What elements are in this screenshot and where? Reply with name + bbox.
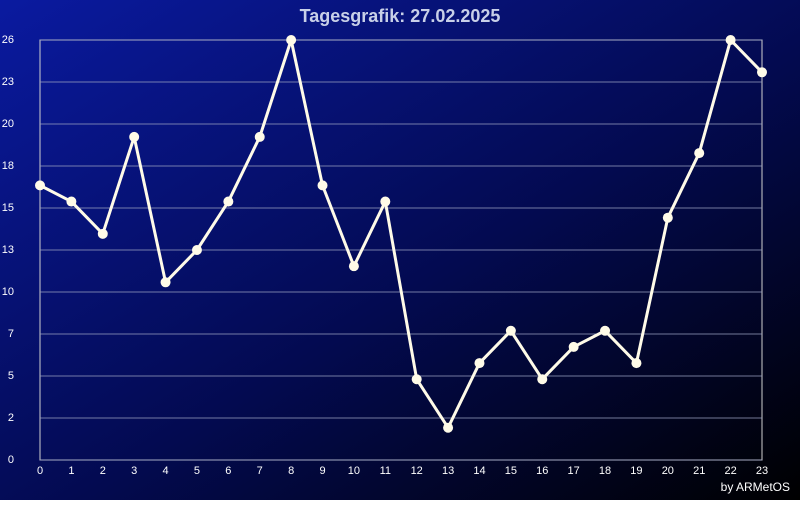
point bbox=[443, 422, 454, 433]
point bbox=[568, 341, 579, 352]
x-tick-label: 10 bbox=[348, 465, 360, 477]
x-tick-label: 17 bbox=[568, 465, 580, 477]
x-tick-label: 21 bbox=[693, 465, 705, 477]
y-tick-label: 10 bbox=[2, 286, 14, 298]
point bbox=[348, 261, 359, 272]
x-tick-label: 13 bbox=[442, 465, 454, 477]
x-tick-label: 23 bbox=[756, 465, 768, 477]
x-tick-label: 7 bbox=[257, 465, 263, 477]
point bbox=[537, 374, 548, 385]
y-tick-label: 18 bbox=[2, 160, 14, 172]
x-tick-label: 16 bbox=[536, 465, 548, 477]
point bbox=[223, 196, 234, 207]
point bbox=[129, 131, 140, 142]
y-tick-label: 2 bbox=[8, 412, 14, 424]
point bbox=[725, 35, 736, 45]
y-tick-label: 7 bbox=[8, 328, 14, 340]
point bbox=[757, 67, 767, 78]
point bbox=[600, 325, 611, 336]
point bbox=[66, 196, 77, 207]
chart-title: Tagesgrafik: 27.02.2025 bbox=[300, 6, 501, 26]
x-tick-label: 9 bbox=[319, 465, 325, 477]
x-tick-label: 2 bbox=[100, 465, 106, 477]
x-tick-label: 20 bbox=[662, 465, 674, 477]
x-tick-label: 14 bbox=[473, 465, 485, 477]
x-tick-label: 12 bbox=[411, 465, 423, 477]
y-tick-label: 0 bbox=[8, 454, 14, 466]
point bbox=[694, 148, 705, 159]
x-tick-label: 1 bbox=[68, 465, 74, 477]
x-tick-label: 15 bbox=[505, 465, 517, 477]
y-tick-label: 23 bbox=[2, 76, 14, 88]
x-tick-label: 8 bbox=[288, 465, 294, 477]
y-tick-label: 15 bbox=[2, 202, 14, 214]
x-tick-label: 18 bbox=[599, 465, 611, 477]
x-tick-label: 6 bbox=[225, 465, 231, 477]
y-tick-label: 5 bbox=[8, 370, 14, 382]
point bbox=[35, 180, 45, 191]
point bbox=[286, 35, 297, 45]
point bbox=[191, 245, 202, 255]
x-tick-label: 5 bbox=[194, 465, 200, 477]
point bbox=[505, 325, 516, 336]
x-tick-label: 0 bbox=[37, 465, 43, 477]
credit: by ARMetOS bbox=[721, 480, 790, 494]
point bbox=[380, 196, 391, 207]
y-tick-label: 13 bbox=[2, 244, 14, 256]
point bbox=[631, 358, 642, 369]
point bbox=[97, 228, 108, 239]
x-tick-label: 4 bbox=[163, 465, 169, 477]
x-tick-label: 22 bbox=[724, 465, 736, 477]
point bbox=[474, 358, 485, 369]
point bbox=[411, 374, 422, 385]
x-tick-label: 11 bbox=[380, 465, 391, 477]
point bbox=[160, 277, 171, 288]
line bbox=[39, 38, 764, 430]
point bbox=[254, 131, 265, 142]
point bbox=[317, 180, 328, 191]
x-tick-label: 3 bbox=[131, 465, 137, 477]
y-tick-label: 20 bbox=[2, 118, 14, 130]
x-tick-label: 19 bbox=[630, 465, 642, 477]
y-tick-label: 26 bbox=[2, 34, 14, 46]
point bbox=[662, 212, 673, 223]
